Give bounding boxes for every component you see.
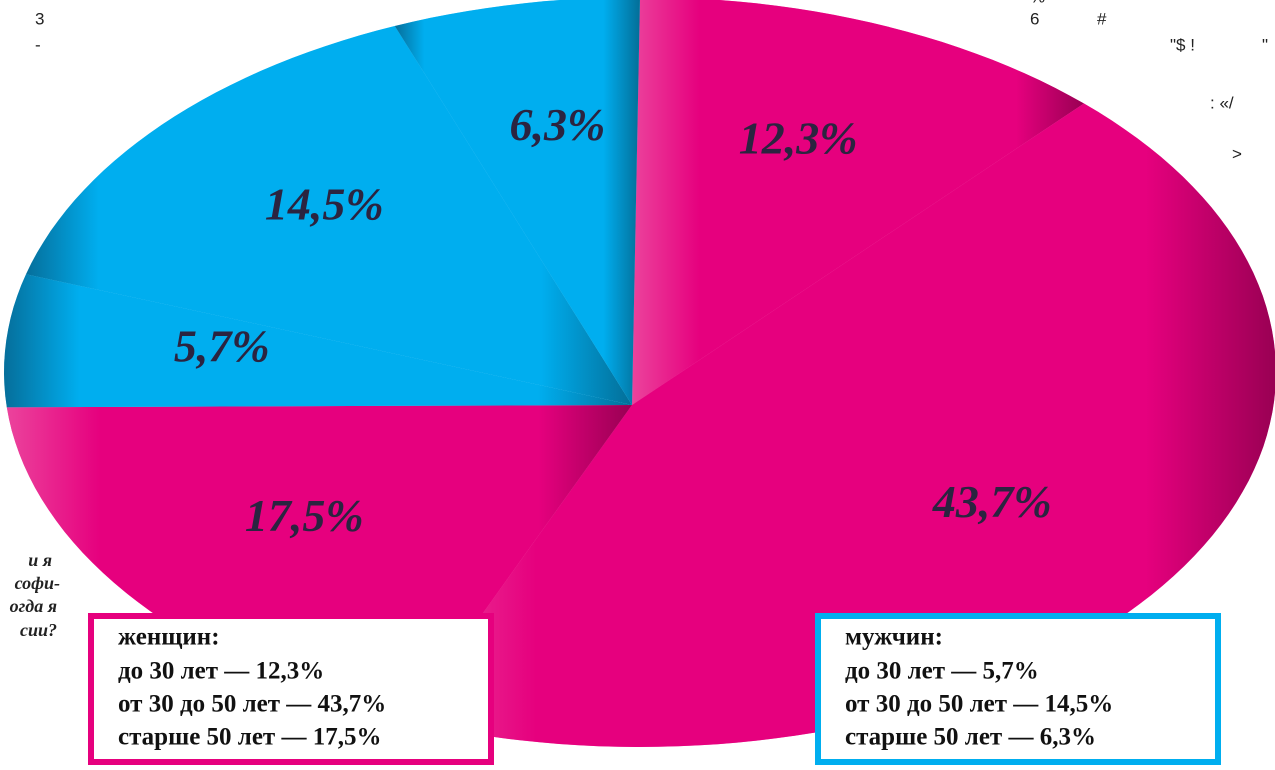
value-label: 43,7% [932,476,1052,527]
annotation: "$ ! [1170,35,1195,54]
legend-box [88,613,494,765]
annotation: и я [28,550,52,570]
slice-shade [394,0,640,405]
legend-line: от 30 до 50 лет — 14,5% [845,691,1113,718]
legend-title: женщин: [118,624,220,651]
value-label: 6,3% [510,99,606,150]
value-label: 14,5% [265,178,384,229]
annotation: : «/ [1210,93,1234,112]
annotation: " [1262,35,1268,54]
annotation: % [1030,0,1045,6]
value-label: 12,3% [739,112,858,163]
value-label: 17,5% [245,490,364,541]
legend-line: до 30 лет — 5,7% [845,658,1039,685]
annotation: софи- [15,573,60,593]
legend-line: старше 50 лет — 6,3% [845,724,1096,751]
legend-line: от 30 до 50 лет — 43,7% [118,691,386,718]
annotation: сии? [20,620,57,640]
legend-line: старше 50 лет — 17,5% [118,724,381,751]
slice-shade [26,26,632,405]
legend-line: до 30 лет — 12,3% [118,658,324,685]
legend-box [815,613,1221,765]
annotation: # [1097,9,1107,28]
slice-shade [4,274,632,408]
slice-shade [405,103,1275,747]
slice-shade [632,0,1084,405]
annotation: - [35,35,41,54]
legend-title: мужчин: [845,624,943,651]
slice-shade [6,405,633,721]
annotation: 3 [35,9,44,28]
annotation: > [1232,144,1242,163]
annotation: 6 [1030,9,1039,28]
annotation: огда я [10,596,57,616]
value-label: 5,7% [174,321,270,372]
